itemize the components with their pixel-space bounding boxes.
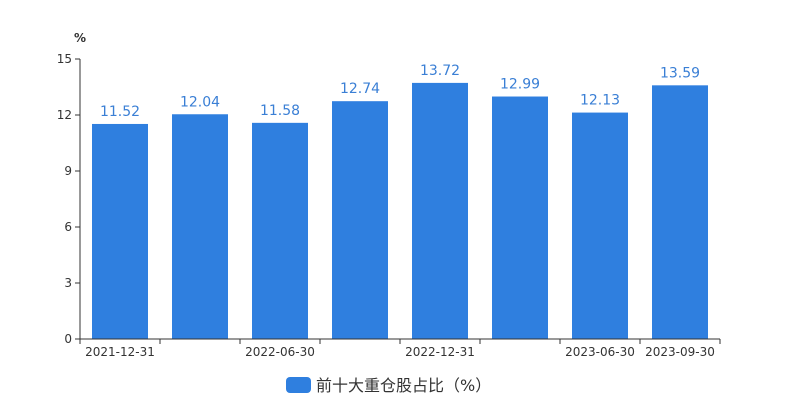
bar-value-label: 12.04 [180,94,220,110]
x-tick-label: 2022-12-31 [405,345,475,359]
legend-swatch [286,377,311,393]
bar-value-label: 13.72 [420,63,460,79]
bar[interactable] [652,85,708,339]
bar[interactable] [252,122,308,339]
bar-value-label: 12.13 [580,93,620,109]
y-axis-unit-label: % [74,31,86,45]
bar-value-label: 12.99 [500,77,540,93]
x-tick-label: 2023-06-30 [565,345,635,359]
bar[interactable] [572,112,628,339]
bar[interactable] [332,101,388,339]
x-tick-label: 2023-09-30 [645,345,715,359]
y-tick-label: 6 [64,220,72,234]
y-tick-label: 3 [64,276,72,290]
bar[interactable] [492,96,548,340]
y-tick-label: 12 [57,108,72,122]
bar-value-label: 12.74 [340,81,380,97]
x-tick-label: 2022-06-30 [245,345,315,359]
legend[interactable]: 前十大重仓股占比（%） [286,376,491,395]
legend-label: 前十大重仓股占比（%） [316,376,491,395]
bar-value-label: 13.59 [660,65,700,81]
bar[interactable] [412,82,468,339]
y-axis: 0 3 6 9 12 15 [57,52,81,346]
bar[interactable] [92,123,148,340]
x-axis: 2021-12-31 2022-06-30 2022-12-31 2023-06-30… [79,338,721,359]
x-tick-label: 2021-12-31 [85,345,155,359]
bar-value-label: 11.58 [260,103,300,119]
bar[interactable] [172,114,228,340]
y-tick-label: 0 [64,332,72,346]
bars: 11.52 12.04 11.58 12.74 13.72 12.99 12.13 13.59 [92,63,708,340]
y-tick-label: 9 [64,164,72,178]
y-tick-label: 15 [57,52,72,66]
bar-value-label: 11.52 [100,104,140,120]
